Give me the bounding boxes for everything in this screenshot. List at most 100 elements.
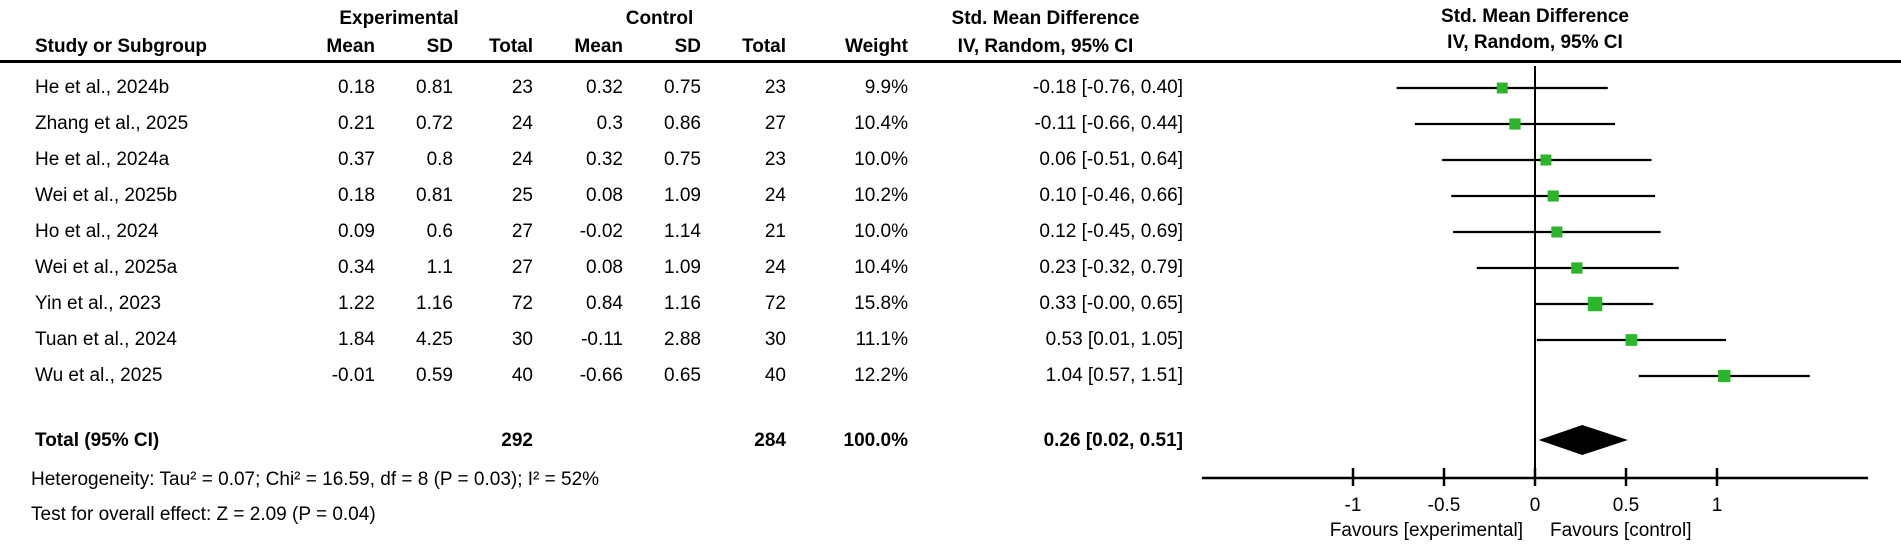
cell-exp_total: 24 bbox=[511, 149, 533, 170]
cell-weight: 10.4% bbox=[854, 113, 908, 134]
group-header-experimental: Experimental bbox=[339, 8, 459, 29]
cell-ctl_sd: 1.16 bbox=[664, 293, 701, 314]
cell-ctl_total: 30 bbox=[764, 329, 786, 350]
cell-exp_total: 30 bbox=[511, 329, 533, 350]
cell-ci_label: 0.12 [-0.45, 0.69] bbox=[1039, 221, 1183, 242]
axis-tick-label: -0.5 bbox=[1428, 495, 1461, 516]
cell-ci_label: -0.11 [-0.66, 0.44] bbox=[1034, 113, 1183, 134]
cell-ci_label: 0.06 [-0.51, 0.64] bbox=[1039, 149, 1183, 170]
plot-header-title: Std. Mean Difference bbox=[1441, 6, 1629, 27]
cell-ctl_total: 72 bbox=[764, 293, 786, 314]
col-header-weight: Weight bbox=[845, 36, 908, 57]
col-header-ci: IV, Random, 95% CI bbox=[957, 36, 1134, 57]
cell-weight: 10.0% bbox=[854, 149, 908, 170]
cell-ctl_mean: 0.32 bbox=[586, 77, 623, 98]
cell-ctl_mean: 0.08 bbox=[586, 185, 623, 206]
cell-weight: 9.9% bbox=[864, 77, 908, 98]
effect-square bbox=[1571, 262, 1583, 274]
cell-ctl_total: 24 bbox=[764, 257, 786, 278]
col-header-ctl-mean: Mean bbox=[574, 36, 623, 57]
cell-exp_total: 25 bbox=[511, 185, 533, 206]
axis-tick-label: 0.5 bbox=[1613, 495, 1639, 516]
cell-study: He et al., 2024b bbox=[35, 77, 170, 98]
cell-weight: 15.8% bbox=[854, 293, 908, 314]
overall-effect-note: Test for overall effect: Z = 2.09 (P = 0… bbox=[31, 504, 376, 525]
cell-ctl_sd: 2.88 bbox=[664, 329, 701, 350]
cell-ctl_total: 27 bbox=[764, 113, 786, 134]
cell-exp_mean: 0.37 bbox=[338, 149, 375, 170]
cell-ci_label: 0.23 [-0.32, 0.79] bbox=[1039, 257, 1183, 278]
summary-diamond bbox=[1538, 425, 1628, 455]
cell-study: Wu et al., 2025 bbox=[35, 365, 163, 386]
cell-exp_total: 72 bbox=[511, 293, 533, 314]
cell-exp_mean: 1.22 bbox=[338, 293, 375, 314]
cell-weight: 10.4% bbox=[854, 257, 908, 278]
total-exp-total: 292 bbox=[501, 430, 533, 451]
table-row: He et al., 2024b 0.18 0.81 23 0.32 0.75 23 9.9%… bbox=[35, 70, 1183, 106]
cell-study: Wei et al., 2025b bbox=[35, 185, 178, 206]
cell-study: He et al., 2024a bbox=[35, 149, 170, 170]
effect-square bbox=[1587, 296, 1603, 312]
cell-ci_label: 1.04 [0.57, 1.51] bbox=[1045, 365, 1183, 386]
table-column-header-row: Study or Subgroup Mean SD Total Mean SD … bbox=[35, 36, 1183, 58]
cell-exp_mean: 0.18 bbox=[338, 77, 375, 98]
cell-ctl_sd: 1.09 bbox=[664, 185, 701, 206]
effect-square bbox=[1718, 369, 1731, 383]
cell-exp_mean: 0.18 bbox=[338, 185, 375, 206]
study-rows: He et al., 2024b 0.18 0.81 23 0.32 0.75 23 9.9%… bbox=[35, 70, 1183, 394]
effect-square bbox=[1547, 190, 1559, 202]
table-row: Wei et al., 2025b 0.18 0.81 25 0.08 1.09 24 10.… bbox=[35, 178, 1183, 214]
cell-exp_mean: 0.21 bbox=[338, 113, 375, 134]
effect-square bbox=[1551, 226, 1563, 238]
axis-tick-label: -1 bbox=[1345, 495, 1362, 516]
cell-weight: 12.2% bbox=[854, 365, 908, 386]
cell-study: Wei et al., 2025a bbox=[35, 257, 178, 278]
cell-exp_mean: 0.34 bbox=[338, 257, 375, 278]
col-header-ctl-sd: SD bbox=[674, 36, 701, 57]
cell-ctl_mean: -0.11 bbox=[581, 329, 623, 350]
cell-weight: 10.0% bbox=[854, 221, 908, 242]
table-row: Wu et al., 2025 -0.01 0.59 40 -0.66 0.65 40 12.… bbox=[35, 358, 1183, 394]
cell-ctl_sd: 0.86 bbox=[664, 113, 701, 134]
cell-exp_sd: 1.1 bbox=[426, 257, 453, 278]
table-row: Zhang et al., 2025 0.21 0.72 24 0.3 0.86 27 10.… bbox=[35, 106, 1183, 142]
cell-exp_sd: 0.59 bbox=[416, 365, 453, 386]
cell-exp_total: 23 bbox=[511, 77, 533, 98]
cell-weight: 11.1% bbox=[855, 329, 908, 350]
col-header-ctl-total: Total bbox=[742, 36, 786, 57]
group-header-control: Control bbox=[625, 8, 694, 29]
col-header-study: Study or Subgroup bbox=[35, 36, 208, 57]
cell-ctl_mean: 0.84 bbox=[586, 293, 623, 314]
effect-square bbox=[1540, 154, 1552, 166]
cell-ci_label: 0.53 [0.01, 1.05] bbox=[1045, 329, 1183, 350]
header-rule bbox=[0, 60, 1901, 63]
effect-square bbox=[1496, 82, 1508, 94]
favours-experimental-label: Favours [experimental] bbox=[1329, 520, 1523, 541]
total-weight: 100.0% bbox=[843, 430, 908, 451]
total-ctl-total: 284 bbox=[754, 430, 786, 451]
cell-ctl_mean: -0.66 bbox=[579, 365, 623, 386]
cell-exp_sd: 0.72 bbox=[416, 113, 453, 134]
effect-square bbox=[1625, 334, 1638, 346]
cell-exp_mean: 0.09 bbox=[338, 221, 375, 242]
col-header-exp-total: Total bbox=[489, 36, 533, 57]
total-row: Total (95% CI) 292 284 100.0% 0.26 [0.02… bbox=[35, 423, 1183, 459]
cell-ctl_mean: -0.02 bbox=[579, 221, 623, 242]
col-header-exp-mean: Mean bbox=[326, 36, 375, 57]
cell-ctl_sd: 0.75 bbox=[664, 77, 701, 98]
col-header-exp-sd: SD bbox=[426, 36, 453, 57]
table-row: Wei et al., 2025a 0.34 1.1 27 0.08 1.09 24 10.4… bbox=[35, 250, 1183, 286]
cell-ci_label: 0.33 [-0.00, 0.65] bbox=[1039, 293, 1183, 314]
table-group-header-row: Experimental Control Std. Mean Differenc… bbox=[35, 8, 1183, 30]
cell-exp_sd: 4.25 bbox=[416, 329, 453, 350]
cell-ctl_sd: 0.75 bbox=[664, 149, 701, 170]
cell-study: Zhang et al., 2025 bbox=[35, 113, 189, 134]
cell-ctl_total: 23 bbox=[764, 149, 786, 170]
cell-study: Yin et al., 2023 bbox=[35, 293, 162, 314]
table-row: Tuan et al., 2024 1.84 4.25 30 -0.11 2.88 30 11… bbox=[35, 322, 1183, 358]
total-ci: 0.26 [0.02, 0.51] bbox=[1043, 430, 1183, 451]
cell-ctl_total: 24 bbox=[764, 185, 786, 206]
table-row: Ho et al., 2024 0.09 0.6 27 -0.02 1.14 21 10.0%… bbox=[35, 214, 1183, 250]
cell-ci_label: -0.18 [-0.76, 0.40] bbox=[1033, 77, 1183, 98]
